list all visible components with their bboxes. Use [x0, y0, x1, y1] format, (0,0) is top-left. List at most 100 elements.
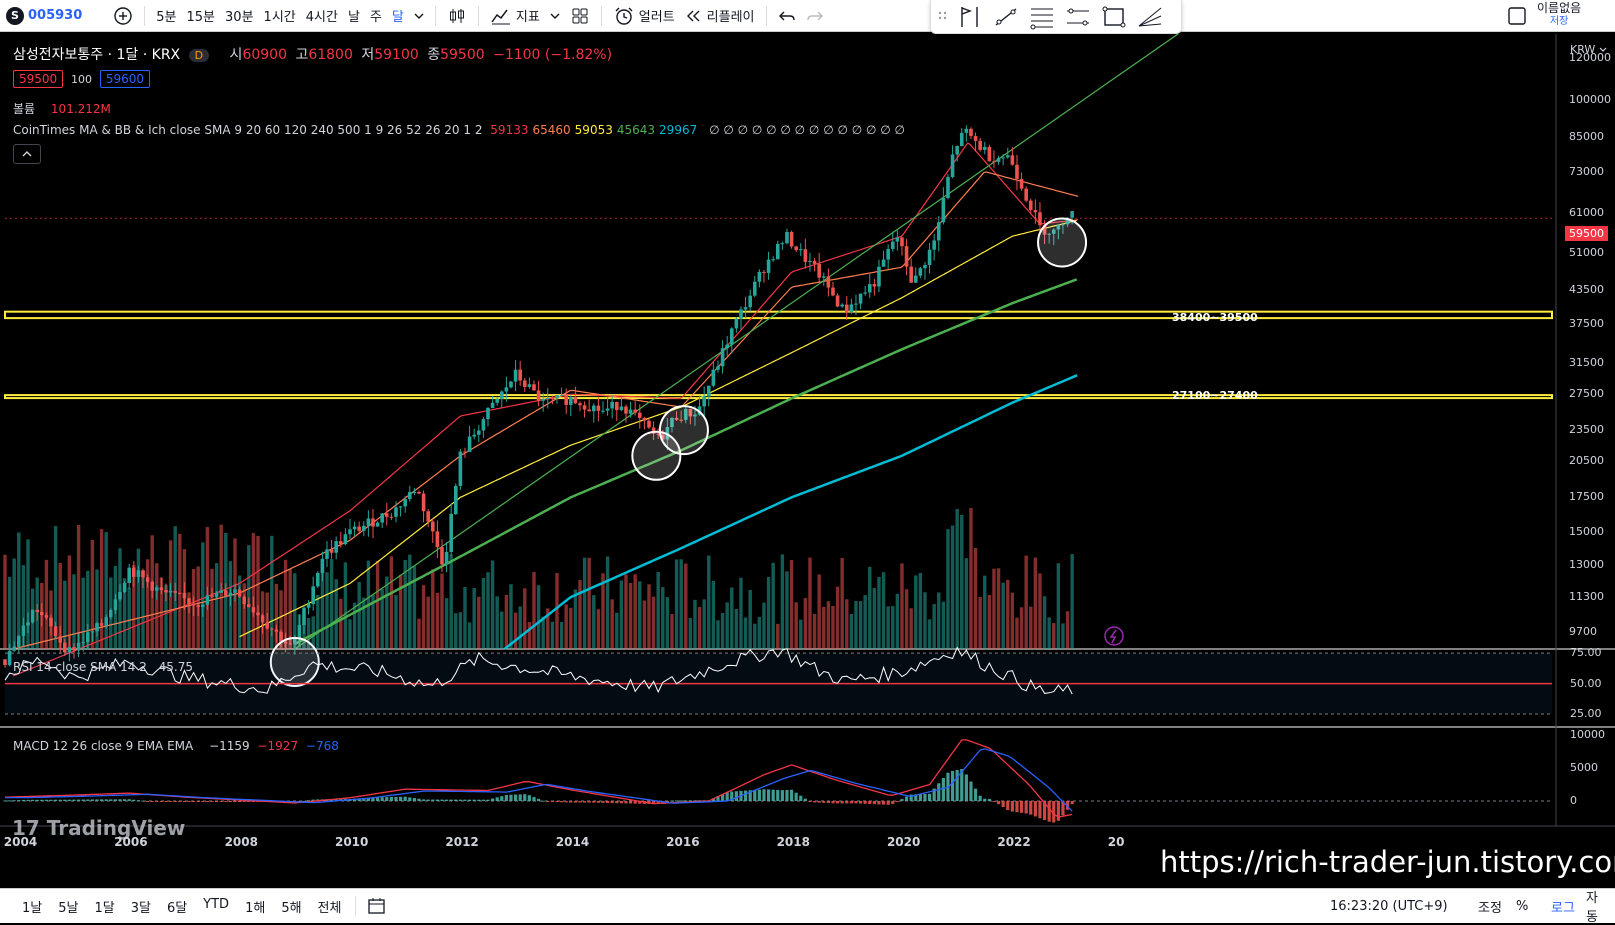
- macd-hist-bar: [523, 794, 527, 801]
- volume-bar: [518, 606, 522, 649]
- indicators-button[interactable]: 지표: [485, 2, 545, 30]
- volume-bar: [481, 577, 486, 649]
- macd-hist-bar: [334, 799, 338, 801]
- volume-bar: [886, 606, 890, 649]
- volume-bar: [973, 547, 978, 649]
- macd-hist-bar: [237, 801, 242, 802]
- sell-button[interactable]: 59500: [13, 70, 64, 88]
- chart-canvas[interactable]: [0, 34, 1615, 885]
- volume-bar: [845, 599, 849, 649]
- log-button[interactable]: 로그: [1551, 900, 1575, 916]
- macd-hist-bar: [753, 789, 757, 801]
- timeframe-button[interactable]: 1시간: [263, 10, 296, 25]
- range-button[interactable]: 6달: [166, 900, 188, 916]
- spread-value: 100: [71, 73, 93, 86]
- candle-body: [421, 493, 426, 512]
- macd-hist-bar: [854, 801, 858, 804]
- range-button[interactable]: 1해: [245, 900, 266, 916]
- candle-body: [256, 612, 260, 616]
- symbol-search-button[interactable]: S 005930: [0, 6, 88, 25]
- rectangle-icon[interactable]: [1099, 4, 1129, 30]
- fullscreen-checkbox[interactable]: [1502, 2, 1532, 30]
- candle-body: [467, 436, 472, 452]
- alerts-label: 얼러트: [638, 10, 675, 25]
- candle-body: [601, 410, 605, 412]
- add-symbol-button[interactable]: [108, 2, 138, 30]
- year-tick: 2004: [3, 835, 38, 849]
- range-button[interactable]: 전체: [317, 900, 342, 916]
- replay-button[interactable]: 리플레이: [680, 2, 760, 30]
- volume-bar: [201, 542, 205, 649]
- timeframe-button[interactable]: 날: [347, 10, 360, 25]
- macd-hist-bar: [306, 800, 311, 802]
- timeframe-button[interactable]: 15분: [186, 10, 216, 25]
- timeframe-button[interactable]: 주: [369, 10, 382, 25]
- range-button[interactable]: 1날: [22, 900, 43, 916]
- undo-button[interactable]: [773, 2, 801, 30]
- macd-hist-bar: [122, 799, 127, 801]
- buy-button[interactable]: 59600: [99, 70, 151, 88]
- timeframe-dropdown-button[interactable]: [409, 2, 429, 30]
- candle-body: [532, 384, 536, 391]
- adjust-button[interactable]: 조정: [1478, 900, 1502, 916]
- volume-bar: [99, 529, 104, 649]
- collapse-legend-button[interactable]: [13, 144, 41, 164]
- candle-body: [969, 128, 973, 137]
- macd-hist-bar: [573, 801, 577, 803]
- chart-type-button[interactable]: [442, 2, 472, 30]
- alerts-button[interactable]: 얼러트: [608, 2, 680, 30]
- symbol-logo-icon: S: [6, 6, 24, 25]
- auto-button[interactable]: 자동: [1586, 891, 1598, 925]
- volume-bar: [1010, 592, 1015, 649]
- save-label: 저장: [1549, 16, 1569, 27]
- candle-body: [435, 531, 440, 548]
- candle-body: [946, 177, 950, 199]
- macd-hist-bar: [960, 769, 964, 801]
- layouts-button[interactable]: [565, 2, 595, 30]
- macd-hist-bar: [826, 801, 830, 804]
- volume-bar: [21, 565, 26, 649]
- macd-tick: 10000: [1570, 728, 1605, 742]
- volume-bar: [1065, 611, 1070, 649]
- candle-body: [559, 395, 564, 397]
- volume-bar: [104, 532, 108, 649]
- percent-button[interactable]: %: [1516, 898, 1529, 914]
- macd-hist-bar: [72, 799, 76, 801]
- drag-handle-icon[interactable]: [937, 8, 949, 26]
- currency-label[interactable]: KRW: [1570, 43, 1607, 56]
- market-status-badge[interactable]: D: [188, 49, 210, 62]
- chart-area[interactable]: 삼성전자보통주 · 1달 · KRX D 시60900 고61800 저5910…: [0, 34, 1615, 885]
- candle-body: [656, 433, 660, 435]
- clock[interactable]: 16:23:20 (UTC+9): [1330, 898, 1448, 914]
- timeframe-button[interactable]: 4시간: [305, 10, 338, 25]
- macd-hist-bar: [467, 799, 472, 801]
- timeframe-button[interactable]: 달: [391, 10, 404, 25]
- range-button[interactable]: 3달: [130, 900, 151, 916]
- timeframe-button[interactable]: 5분: [156, 10, 177, 25]
- macd-hist-bar: [674, 800, 679, 802]
- candle-body: [1010, 155, 1015, 165]
- flag-marker-icon[interactable]: [955, 4, 985, 30]
- path-icon[interactable]: [1063, 4, 1093, 30]
- macd-hist-bar: [3, 800, 7, 802]
- year-tick: 2016: [666, 835, 700, 849]
- macd-hist-bar: [610, 801, 614, 804]
- macd-hist-bar: [366, 797, 370, 801]
- candle-body: [389, 516, 394, 518]
- fan-lines-icon[interactable]: [1135, 4, 1165, 30]
- range-button[interactable]: 1달: [94, 900, 115, 916]
- fib-retracement-icon[interactable]: [1027, 4, 1057, 30]
- go-to-date-button[interactable]: [362, 892, 392, 920]
- indicators-dropdown-button[interactable]: [545, 2, 565, 30]
- candle-body: [7, 650, 12, 665]
- candle-body: [118, 591, 122, 600]
- alarm-clock-icon: [615, 7, 633, 25]
- trendline-icon[interactable]: [991, 4, 1021, 30]
- timeframe-button[interactable]: 30분: [225, 10, 254, 25]
- range-button[interactable]: YTD: [203, 896, 230, 912]
- range-button[interactable]: 5날: [58, 900, 79, 916]
- redo-button[interactable]: [801, 2, 829, 30]
- range-button[interactable]: 5해: [281, 900, 302, 916]
- macd-hist-bar: [113, 799, 117, 801]
- user-layout[interactable]: 이름없음 저장: [1537, 2, 1581, 28]
